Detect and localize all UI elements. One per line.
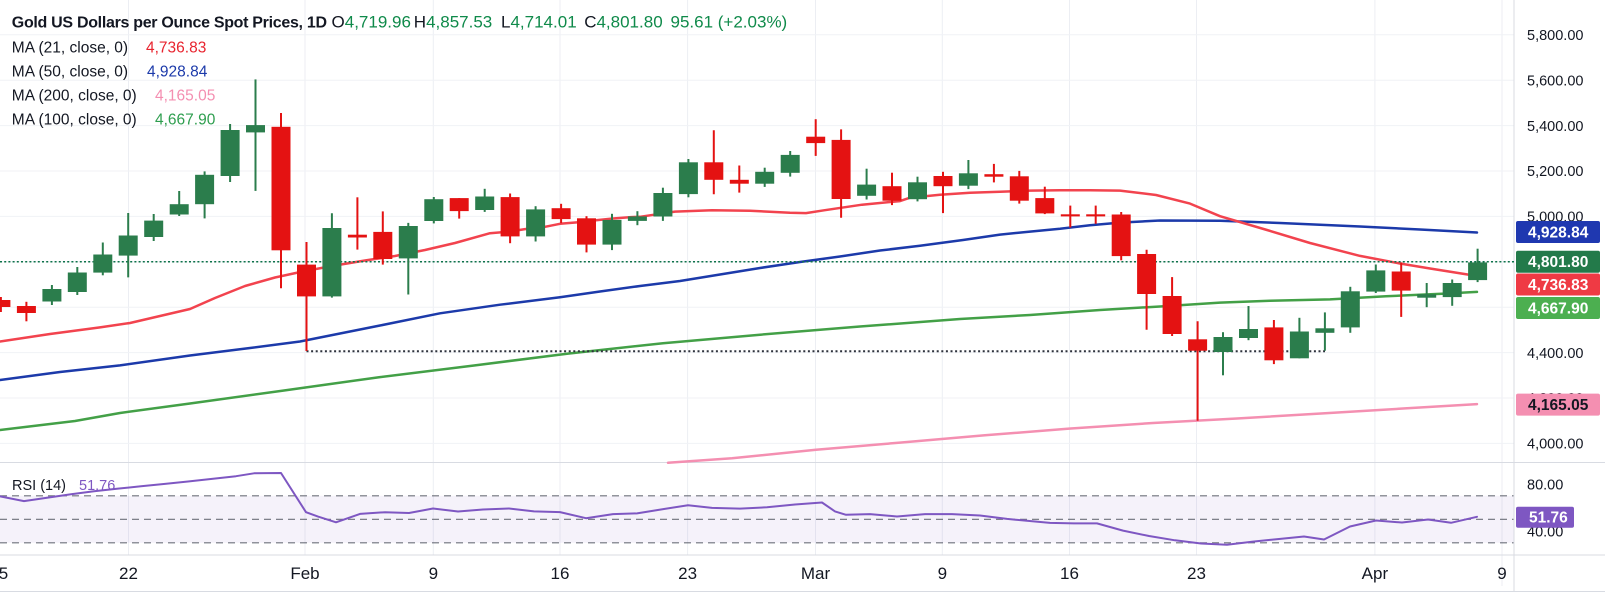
svg-text:4,165.05: 4,165.05: [155, 87, 215, 104]
svg-text:40.00: 40.00: [1527, 524, 1563, 540]
svg-text:23: 23: [678, 564, 697, 583]
svg-text:80.00: 80.00: [1527, 478, 1563, 494]
svg-text:5,200.00: 5,200.00: [1527, 164, 1583, 180]
svg-text:4,801.80: 4,801.80: [1528, 254, 1588, 271]
svg-text:4,736.83: 4,736.83: [146, 39, 206, 56]
svg-text:4,736.83: 4,736.83: [1528, 277, 1589, 294]
svg-text:4,667.90: 4,667.90: [155, 111, 216, 128]
svg-text:Feb: Feb: [290, 564, 319, 583]
svg-text:9: 9: [1497, 564, 1506, 583]
svg-text:5,600.00: 5,600.00: [1527, 73, 1583, 89]
svg-text:4,928.84: 4,928.84: [1528, 225, 1589, 242]
svg-text:5: 5: [0, 564, 8, 583]
svg-text:4,928.84: 4,928.84: [147, 63, 208, 80]
svg-text:16: 16: [551, 564, 570, 583]
svg-text:MA (21, close, 0): MA (21, close, 0): [12, 39, 128, 56]
svg-text:4,400.00: 4,400.00: [1527, 346, 1583, 362]
svg-text:Gold US Dollars per Ounce Spot: Gold US Dollars per Ounce Spot Prices, 1…: [12, 15, 327, 32]
svg-text:H4,857.53: H4,857.53: [414, 13, 492, 32]
svg-text:23: 23: [1187, 564, 1206, 583]
svg-text:L4,714.01: L4,714.01: [501, 13, 577, 32]
svg-text:4,667.90: 4,667.90: [1528, 301, 1588, 318]
svg-text:Mar: Mar: [801, 564, 831, 583]
svg-text:95.61 (+2.03%): 95.61 (+2.03%): [671, 13, 788, 32]
svg-text:5,800.00: 5,800.00: [1527, 28, 1583, 44]
svg-text:4,165.05: 4,165.05: [1528, 397, 1589, 414]
svg-text:C4,801.80: C4,801.80: [584, 13, 662, 32]
svg-text:RSI (14): RSI (14): [12, 478, 66, 494]
svg-text:5,400.00: 5,400.00: [1527, 119, 1583, 135]
svg-text:MA (50, close, 0): MA (50, close, 0): [12, 63, 128, 80]
svg-text:22: 22: [119, 564, 138, 583]
svg-text:16: 16: [1060, 564, 1079, 583]
svg-text:MA (100, close, 0): MA (100, close, 0): [12, 111, 137, 128]
svg-text:Apr: Apr: [1362, 564, 1389, 583]
svg-text:4,000.00: 4,000.00: [1527, 437, 1583, 453]
svg-text:9: 9: [429, 564, 438, 583]
svg-text:51.76: 51.76: [79, 478, 115, 494]
svg-text:O4,719.96: O4,719.96: [332, 13, 411, 32]
svg-text:MA (200, close, 0): MA (200, close, 0): [12, 87, 137, 104]
svg-text:9: 9: [938, 564, 947, 583]
svg-text:51.76: 51.76: [1529, 510, 1568, 527]
